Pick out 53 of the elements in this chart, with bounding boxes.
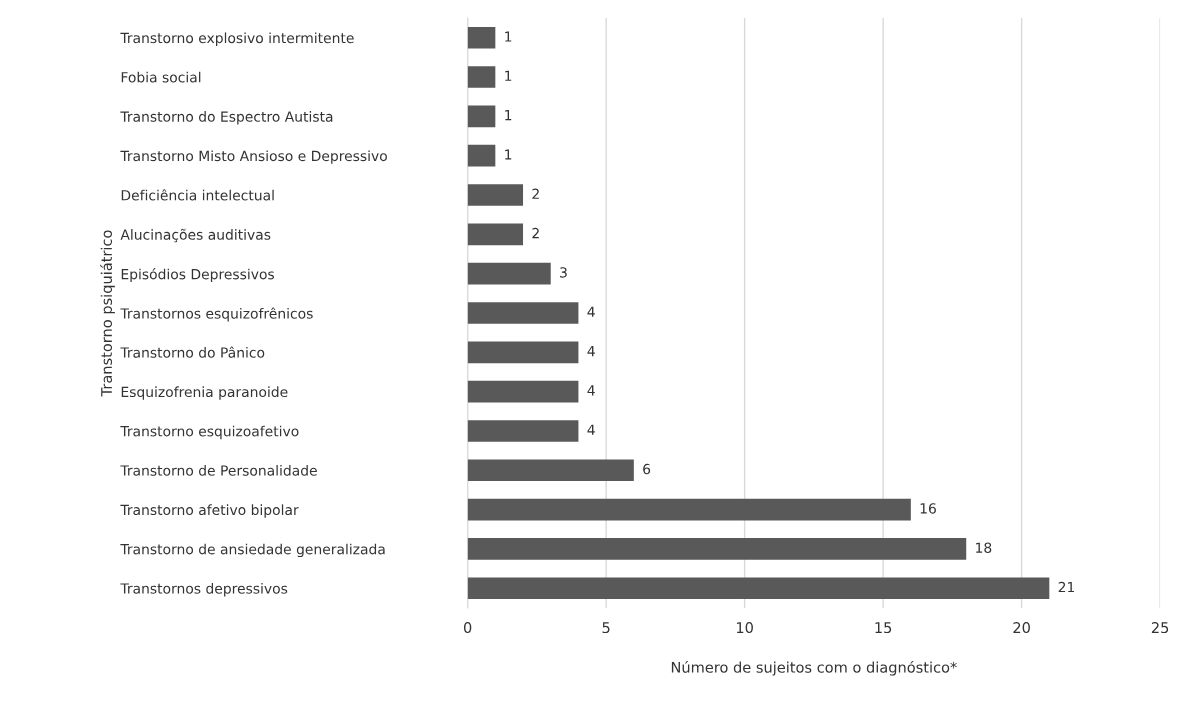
data-label: 2	[532, 227, 539, 239]
data-label: 4	[587, 346, 595, 357]
y-tick-label: Transtorno esquizoafetivo	[120, 425, 299, 440]
bar	[467, 223, 524, 246]
y-tick-label: Episódios Depressivos	[121, 268, 275, 283]
x-tick-label: 10	[736, 622, 753, 634]
bar	[467, 262, 551, 285]
bar	[467, 420, 579, 442]
bar	[467, 66, 496, 88]
y-tick-label: Transtornos esquizofrênicos	[120, 307, 313, 322]
bar	[467, 184, 524, 206]
data-label: 4	[587, 385, 595, 396]
data-label: 3	[560, 267, 567, 278]
y-tick-label: Transtorno de ansiedade generalizada	[120, 543, 385, 558]
data-label: 18	[976, 542, 992, 553]
bar	[467, 302, 579, 324]
bar	[467, 105, 496, 128]
x-tick-label: 25	[1151, 622, 1169, 634]
data-label: 2	[532, 188, 539, 199]
y-tick-label: Transtorno do Espectro Autista	[120, 111, 333, 125]
y-tick-label: Deficiência intelectual	[121, 189, 274, 201]
y-axis-title: Transtorno psiquiátrico	[100, 230, 115, 397]
bar	[467, 380, 579, 403]
bar	[467, 144, 496, 167]
y-tick-label: Transtorno explosivo intermitente	[120, 32, 354, 46]
bar	[467, 341, 579, 364]
bar	[467, 26, 496, 49]
data-label: 16	[920, 503, 936, 514]
y-tick-label: Transtorno Misto Ansioso e Depressivo	[120, 150, 387, 164]
bar	[467, 538, 967, 560]
data-label: 4	[587, 424, 595, 435]
data-label: 21	[1058, 581, 1075, 593]
y-tick-label: Fobia social	[121, 71, 201, 83]
x-tick-label: 15	[875, 622, 892, 634]
data-label: 1	[505, 31, 512, 42]
x-tick-label: 0	[463, 622, 472, 634]
bar	[467, 577, 1050, 600]
y-tick-label: Transtornos depressivos	[120, 582, 288, 597]
y-tick-label: Esquizofrenia paranoide	[121, 386, 288, 400]
x-axis-title: Número de sujeitos com o diagnóstico*	[671, 660, 957, 676]
y-tick-label: Transtorno do Pânico	[120, 346, 265, 358]
x-tick-label: 5	[602, 622, 610, 634]
y-tick-label: Alucinações auditivas	[120, 228, 271, 243]
data-label: 1	[505, 110, 512, 121]
y-tick-label: Transtorno de Personalidade	[120, 465, 317, 476]
y-tick-label: Transtorno afetivo bipolar	[120, 504, 299, 518]
data-label: 1	[505, 149, 512, 160]
bar	[467, 459, 634, 482]
data-label: 4	[587, 306, 595, 317]
data-label: 6	[643, 463, 651, 475]
data-label: 1	[505, 70, 512, 81]
bar	[467, 498, 911, 521]
x-tick-label: 20	[1013, 622, 1030, 634]
